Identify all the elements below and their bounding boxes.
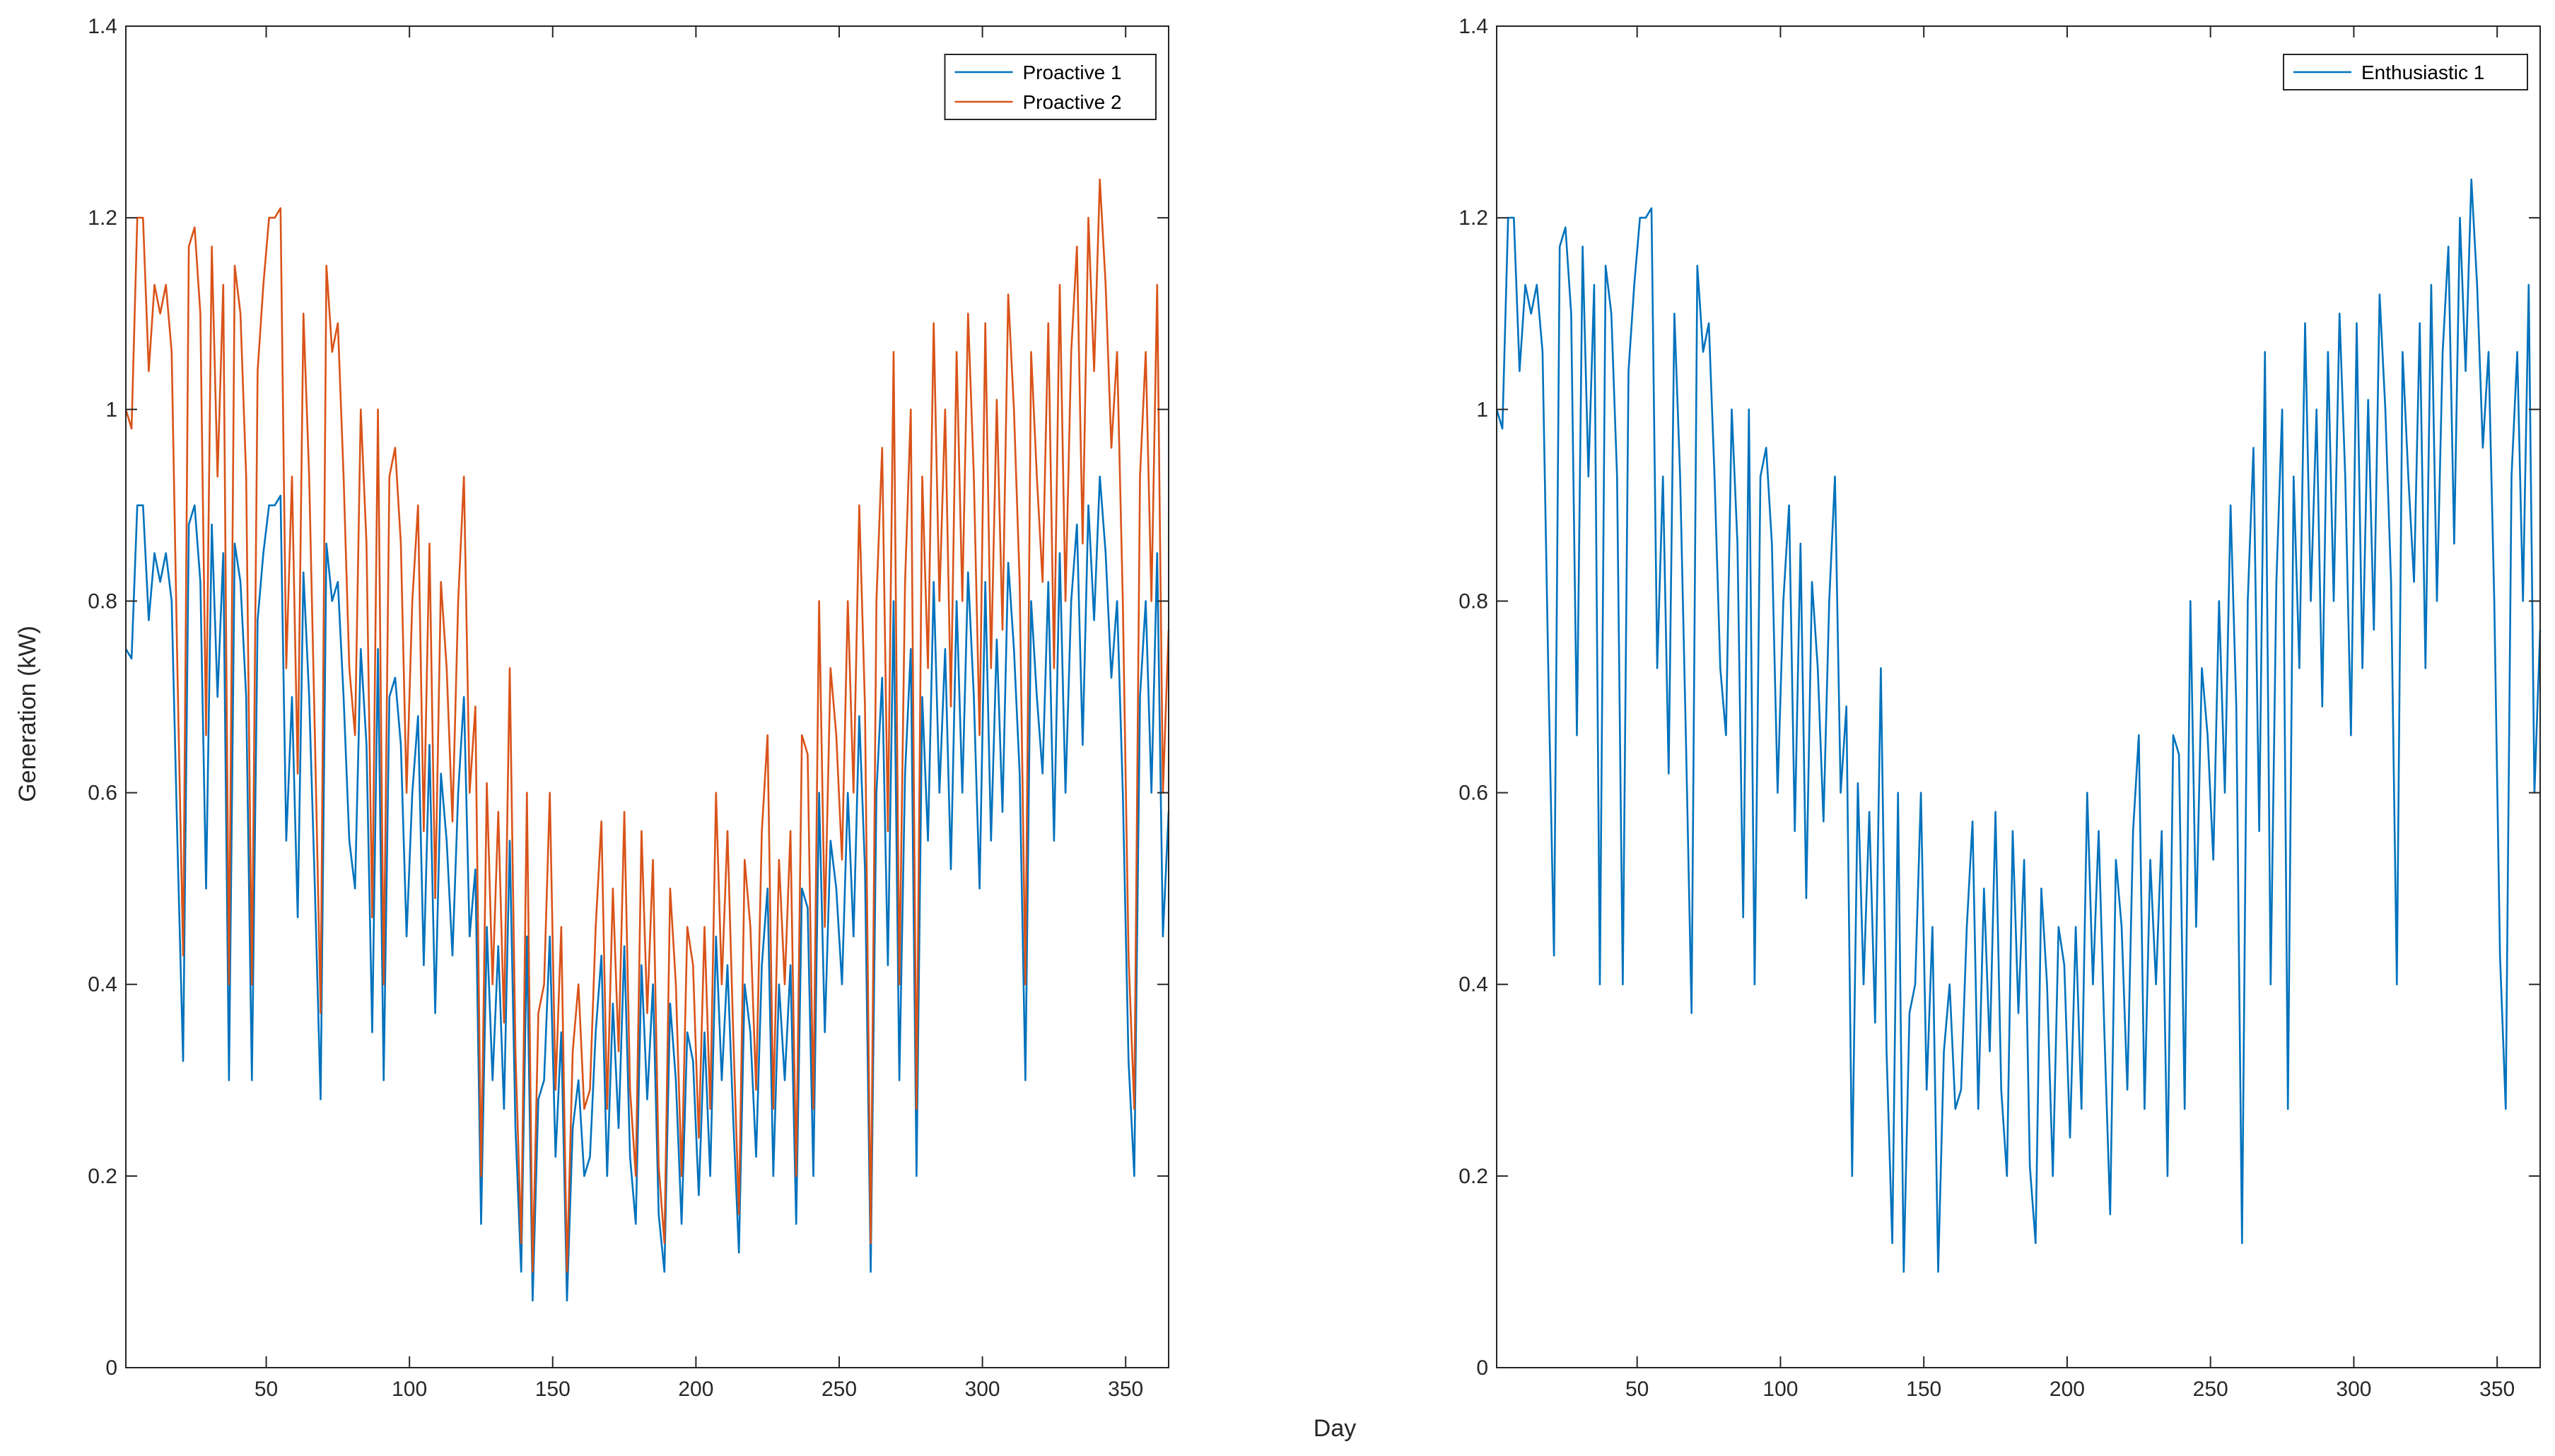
chart-right-y-tick-label: 1.4 — [1458, 15, 1488, 38]
chart-right-y-tick-label: 0.8 — [1458, 589, 1488, 613]
chart-right-y-tick-label: 0.6 — [1458, 782, 1488, 805]
chart-left-legend: Proactive 1 Proactive 2 — [944, 54, 1157, 120]
chart-left-x-tick-label: 100 — [392, 1378, 427, 1401]
chart-right-x-tick-label: 50 — [1625, 1378, 1649, 1401]
chart-left-series-line-1 — [124, 475, 1170, 1302]
chart-left-x-tick-label: 300 — [965, 1378, 1000, 1401]
chart-left-legend-box — [944, 54, 1157, 120]
chart-left-x-tick-label: 250 — [822, 1378, 857, 1401]
shared-x-axis-title: Day — [1314, 1415, 1356, 1442]
chart-right-x-tick-label: 350 — [2479, 1378, 2515, 1401]
chart-left-legend-label-2: Proactive 2 — [1023, 91, 1122, 113]
chart-right-x-tick-label: 250 — [2193, 1378, 2228, 1401]
chart-left-x-tick-label: 200 — [678, 1378, 713, 1401]
chart-left-y-tick-label: 0 — [105, 1356, 117, 1380]
chart-left-legend-label-1: Proactive 1 — [1023, 61, 1122, 83]
chart-left-y-tick-label: 0.4 — [88, 973, 117, 997]
chart-right-x-tick-label: 200 — [2050, 1378, 2085, 1401]
chart-left-x-tick-label: 150 — [535, 1378, 571, 1401]
chart-right-legend: Enthusiastic 1 — [2283, 54, 2528, 90]
chart-right-y-tick-label: 0 — [1476, 1356, 1488, 1380]
shared-y-axis-title: Generation (kW) — [14, 626, 41, 802]
chart-left-series-group — [124, 178, 1170, 1302]
chart-right-y-tick-label: 1.2 — [1458, 206, 1488, 230]
chart-left-x-tick-label: 50 — [255, 1378, 278, 1401]
chart-right-x-tick-label: 150 — [1906, 1378, 1941, 1401]
chart-right-y-tick-label: 0.4 — [1458, 973, 1488, 997]
chart-right-x-tick-label: 300 — [2336, 1378, 2371, 1401]
chart-right-x-tick-label: 100 — [1762, 1378, 1798, 1401]
chart-left-y-tick-label: 0.8 — [88, 589, 117, 613]
chart-right-series-line-1 — [1495, 178, 2542, 1273]
chart-left-y-tick-label: 1.4 — [88, 15, 117, 38]
chart-right-y-tick-label: 1 — [1476, 398, 1488, 421]
chart-left-x-tick-label: 350 — [1108, 1378, 1143, 1401]
chart-left-y-tick-label: 1.2 — [88, 206, 117, 230]
chart-right: 50 100 150 200 250 300 350 0 0.2 0.4 0.6 0.8 1 1.2 1.4… — [1458, 15, 2542, 1401]
chart-left-series-line-2 — [124, 178, 1170, 1273]
chart-left-y-tick-label: 0.2 — [88, 1165, 117, 1188]
chart-right-axes-box — [1496, 25, 2541, 1368]
chart-left: 50 100 150 200 250 300 350 0 0.2 0.4 0.6 0.8 1 1.2 1.4… — [88, 15, 1170, 1401]
chart-left-y-tick-label: 1 — [105, 398, 117, 421]
chart-right-legend-label-1: Enthusiastic 1 — [2361, 61, 2484, 83]
chart-left-axes-box — [125, 25, 1169, 1368]
chart-right-y-tick-label: 0.2 — [1458, 1165, 1488, 1188]
chart-right-series-group — [1495, 178, 2542, 1273]
chart-left-y-tick-label: 0.6 — [88, 782, 117, 805]
